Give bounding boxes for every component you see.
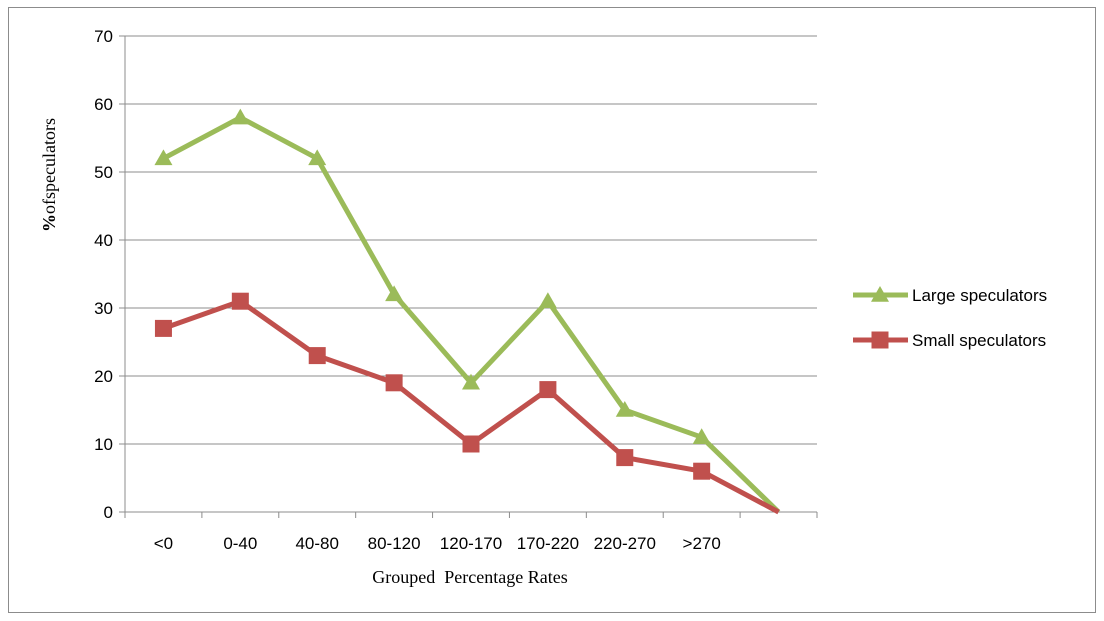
series-small-speculators xyxy=(154,292,780,515)
y-tick-label-60: 60 xyxy=(94,95,113,114)
y-axis-label-text: ofspeculators xyxy=(39,118,59,214)
x-tick-label-7: >270 xyxy=(683,534,721,553)
y-tick-labels: 0 10 20 30 40 50 60 70 xyxy=(94,27,113,522)
legend-entry-1: Small speculators xyxy=(853,331,1046,350)
x-tick-label-2: 40-80 xyxy=(295,534,338,553)
data-point-0-5 xyxy=(538,292,557,308)
legend-marker-0 xyxy=(871,286,889,302)
legend-label-1: Small speculators xyxy=(912,331,1046,350)
data-point-0-4 xyxy=(462,373,480,390)
x-axis-label: Grouped Percentage Rates xyxy=(372,567,567,587)
y-tick-label-20: 20 xyxy=(94,367,113,386)
y-axis-label: %ofspeculators xyxy=(39,118,59,232)
data-point-0-2 xyxy=(308,149,327,166)
y-tick-label-30: 30 xyxy=(94,299,113,318)
data-point-1-7 xyxy=(693,462,711,480)
legend-marker-1 xyxy=(871,331,889,349)
y-tick-label-70: 70 xyxy=(94,27,113,46)
legend-entry-0: Large speculators xyxy=(853,286,1047,305)
data-point-1-0 xyxy=(154,319,172,337)
x-tick-label-3: 80-120 xyxy=(368,534,421,553)
series-line-1 xyxy=(162,298,780,515)
data-point-1-2 xyxy=(308,347,326,365)
data-point-0-3 xyxy=(385,285,404,302)
data-point-1-3 xyxy=(385,374,403,392)
y-tick-label-10: 10 xyxy=(94,435,113,454)
data-point-1-4 xyxy=(462,435,480,453)
x-tick-label-1: 0-40 xyxy=(223,534,257,553)
data-point-1-5 xyxy=(539,381,557,399)
y-tick-label-40: 40 xyxy=(94,231,113,250)
data-point-1-1 xyxy=(231,292,249,310)
data-point-1-6 xyxy=(616,449,634,467)
y-tick-label-50: 50 xyxy=(94,163,113,182)
data-point-0-1 xyxy=(231,108,250,125)
gridlines xyxy=(125,35,817,445)
x-tick-label-0: <0 xyxy=(154,534,173,553)
legend: Large speculators Small speculators xyxy=(853,286,1047,350)
x-tick-label-4: 120-170 xyxy=(440,534,502,553)
axes xyxy=(119,35,818,518)
data-point-0-0 xyxy=(154,149,173,166)
y-tick-label-0: 0 xyxy=(104,503,113,522)
y-axis-label-percent: % xyxy=(39,214,59,232)
series-large-speculators xyxy=(154,108,781,514)
data-point-0-6 xyxy=(615,401,634,417)
legend-label-0: Large speculators xyxy=(912,286,1047,305)
data-point-0-7 xyxy=(692,428,711,444)
x-tick-label-5: 170-220 xyxy=(517,534,579,553)
x-tick-labels: <0 0-40 40-80 80-120 120-170 170-220 220-270 >2… xyxy=(154,534,721,553)
series-layer xyxy=(154,108,781,515)
x-tick-label-6: 220-270 xyxy=(594,534,656,553)
